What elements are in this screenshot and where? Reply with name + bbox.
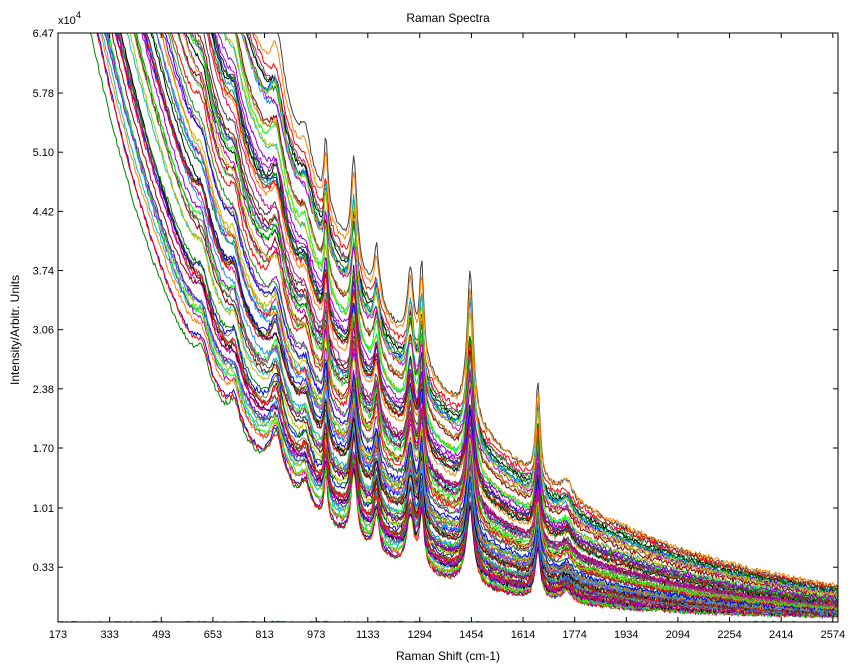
y-axis-title: Intensity/Arbitr. Units bbox=[8, 275, 22, 385]
spectrum-line bbox=[58, 33, 838, 616]
chart-title: Raman Spectra bbox=[406, 11, 490, 25]
x-tick-label: 653 bbox=[204, 629, 222, 641]
spectrum-line bbox=[58, 33, 838, 617]
y-tick-label: 1.70 bbox=[33, 443, 54, 455]
y-exponent-base: x10 bbox=[58, 15, 76, 27]
y-tick-label: 6.47 bbox=[33, 28, 54, 40]
spectrum-line bbox=[58, 33, 838, 597]
y-tick-label: 3.06 bbox=[33, 325, 54, 337]
x-tick-label: 1454 bbox=[459, 629, 483, 641]
spectrum-line bbox=[58, 33, 838, 617]
spectrum-line bbox=[58, 33, 838, 606]
spectrum-line bbox=[58, 33, 838, 615]
spectrum-line bbox=[58, 33, 838, 611]
x-tick-label: 1934 bbox=[614, 629, 638, 641]
spectrum-line bbox=[58, 33, 838, 609]
spectrum-line bbox=[58, 33, 838, 596]
spectrum-line bbox=[58, 33, 838, 593]
spectrum-line bbox=[58, 33, 838, 603]
spectrum-line bbox=[58, 33, 838, 617]
spectrum-line bbox=[58, 33, 838, 599]
y-tick-label: 4.42 bbox=[33, 206, 54, 218]
plot-frame bbox=[57, 32, 839, 623]
x-tick-label: 973 bbox=[307, 629, 325, 641]
x-tick-label: 2414 bbox=[769, 629, 793, 641]
spectrum-line bbox=[58, 33, 838, 617]
x-tick-label: 333 bbox=[100, 629, 118, 641]
x-tick-label: 813 bbox=[255, 629, 273, 641]
y-tick-label: 2.38 bbox=[33, 384, 54, 396]
x-tick-label: 1614 bbox=[511, 629, 535, 641]
spectrum-line bbox=[58, 33, 838, 591]
x-tick-label: 2254 bbox=[717, 629, 741, 641]
series-group bbox=[58, 33, 838, 622]
spectrum-line bbox=[58, 33, 838, 603]
x-axis-title: Raman Shift (cm-1) bbox=[396, 649, 500, 663]
spectrum-line bbox=[58, 33, 838, 614]
y-tick-label: 0.33 bbox=[33, 562, 54, 574]
spectrum-line bbox=[58, 33, 838, 593]
y-exponent-power: 4 bbox=[76, 10, 81, 20]
spectrum-line bbox=[58, 33, 838, 610]
spectrum-line bbox=[58, 33, 838, 597]
spectrum-line bbox=[58, 33, 838, 589]
y-tick-label: 5.10 bbox=[33, 147, 54, 159]
spectrum-line bbox=[58, 33, 838, 590]
x-tick-label: 1133 bbox=[356, 629, 380, 641]
x-tick-label: 173 bbox=[49, 629, 67, 641]
spectrum-line bbox=[58, 33, 838, 595]
y-axis: 0.33 1.01 1.70 2.38 3.06 3.74 4.42 5.10 5.78 6.47 bbox=[33, 28, 838, 574]
x-tick-label: 2574 bbox=[821, 629, 845, 641]
spectrum-line bbox=[58, 33, 838, 614]
spectrum-line bbox=[58, 33, 838, 601]
spectrum-line bbox=[58, 33, 838, 618]
y-tick-label: 5.78 bbox=[33, 88, 54, 100]
x-tick-label: 493 bbox=[152, 629, 170, 641]
y-tick-label: 1.01 bbox=[33, 503, 54, 515]
x-tick-label: 1294 bbox=[408, 629, 432, 641]
x-tick-label: 1774 bbox=[562, 629, 586, 641]
spectrum-line bbox=[58, 33, 838, 613]
y-exponent: x10 4 bbox=[58, 10, 81, 27]
x-axis: 173 333 493 653 813 973 1133 1294 1454 1614 1774 19… bbox=[49, 33, 845, 641]
spectrum-line bbox=[58, 33, 838, 606]
spectrum-line bbox=[58, 33, 838, 608]
x-tick-label: 2094 bbox=[666, 629, 690, 641]
y-tick-label: 3.74 bbox=[33, 266, 54, 278]
spectrum-line bbox=[58, 33, 838, 604]
